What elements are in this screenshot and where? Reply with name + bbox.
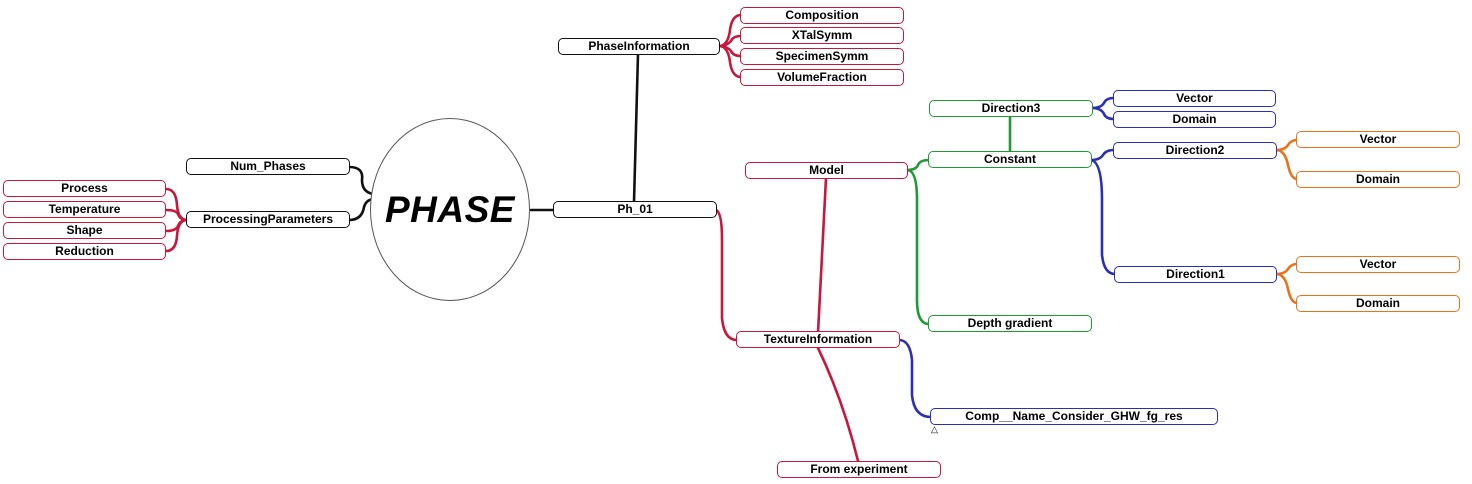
node-phase-information[interactable]: PhaseInformation [558, 38, 720, 55]
node-num-phases[interactable]: Num_Phases [186, 158, 350, 175]
node-depth-gradient[interactable]: Depth gradient [928, 315, 1092, 332]
connector-ph01-phaseinfo [632, 52, 640, 204]
connector-texture-model [816, 176, 828, 335]
node-volumefraction[interactable]: VolumeFraction [740, 69, 904, 86]
node-ph01[interactable]: Ph_01 [553, 201, 717, 218]
phase-center-node[interactable]: PHASE [370, 118, 530, 301]
connector-pi-xtalsymm [717, 34, 743, 48]
node-reduction[interactable]: Reduction [3, 243, 166, 260]
node-texture-information[interactable]: TextureInformation [736, 331, 900, 348]
connector-ph01-texture [714, 208, 739, 342]
node-direction1-vector[interactable]: Vector [1296, 256, 1460, 273]
connector-pp-process [164, 187, 189, 222]
phase-center-label: PHASE [385, 188, 515, 230]
node-direction2[interactable]: Direction2 [1113, 142, 1277, 159]
node-from-experiment[interactable]: From experiment [777, 461, 941, 478]
connector-d1-domain [1274, 272, 1299, 305]
node-direction3[interactable]: Direction3 [929, 100, 1093, 117]
node-process[interactable]: Process [3, 180, 166, 197]
connector-d2-domain [1274, 148, 1299, 181]
node-constant[interactable]: Constant [928, 151, 1092, 168]
connector-model-depth [905, 168, 931, 326]
node-direction2-vector[interactable]: Vector [1296, 131, 1460, 148]
connector-pp-reduction [164, 218, 189, 253]
connector-d3-domain [1090, 106, 1116, 121]
node-xtalsymm[interactable]: XTalSymm [740, 27, 904, 44]
node-direction3-domain[interactable]: Domain [1113, 111, 1276, 128]
connector-constant-direction1 [1089, 158, 1117, 276]
connector-d3-vector [1090, 96, 1116, 110]
node-direction1[interactable]: Direction1 [1114, 266, 1277, 283]
node-processing-parameters[interactable]: ProcessingParameters [186, 211, 350, 228]
collapse-triangle-icon[interactable]: △ [931, 424, 938, 434]
node-direction2-domain[interactable]: Domain [1296, 171, 1460, 188]
node-model[interactable]: Model [745, 162, 908, 179]
connector-center-numphases [347, 165, 375, 196]
node-specimensymm[interactable]: SpecimenSymm [740, 48, 904, 65]
connector-d1-vector [1274, 262, 1299, 276]
node-shape[interactable]: Shape [3, 222, 166, 239]
node-temperature[interactable]: Temperature [3, 201, 166, 218]
node-comp-name[interactable]: Comp__Name_Consider_GHW_fg_res [930, 408, 1218, 425]
connector-texture-experiment [816, 346, 860, 463]
node-direction3-vector[interactable]: Vector [1113, 90, 1276, 107]
connector-constant-direction2 [1089, 148, 1116, 162]
node-composition[interactable]: Composition [740, 7, 904, 24]
connector-texture-comp [897, 338, 933, 419]
connector-model-constant [905, 158, 931, 172]
connector-d2-vector [1274, 138, 1299, 152]
connector-pp-temperature [164, 208, 189, 222]
connector-center-processing [347, 197, 375, 222]
connector-pi-volumefraction [717, 44, 743, 79]
node-direction1-domain[interactable]: Domain [1296, 295, 1460, 312]
